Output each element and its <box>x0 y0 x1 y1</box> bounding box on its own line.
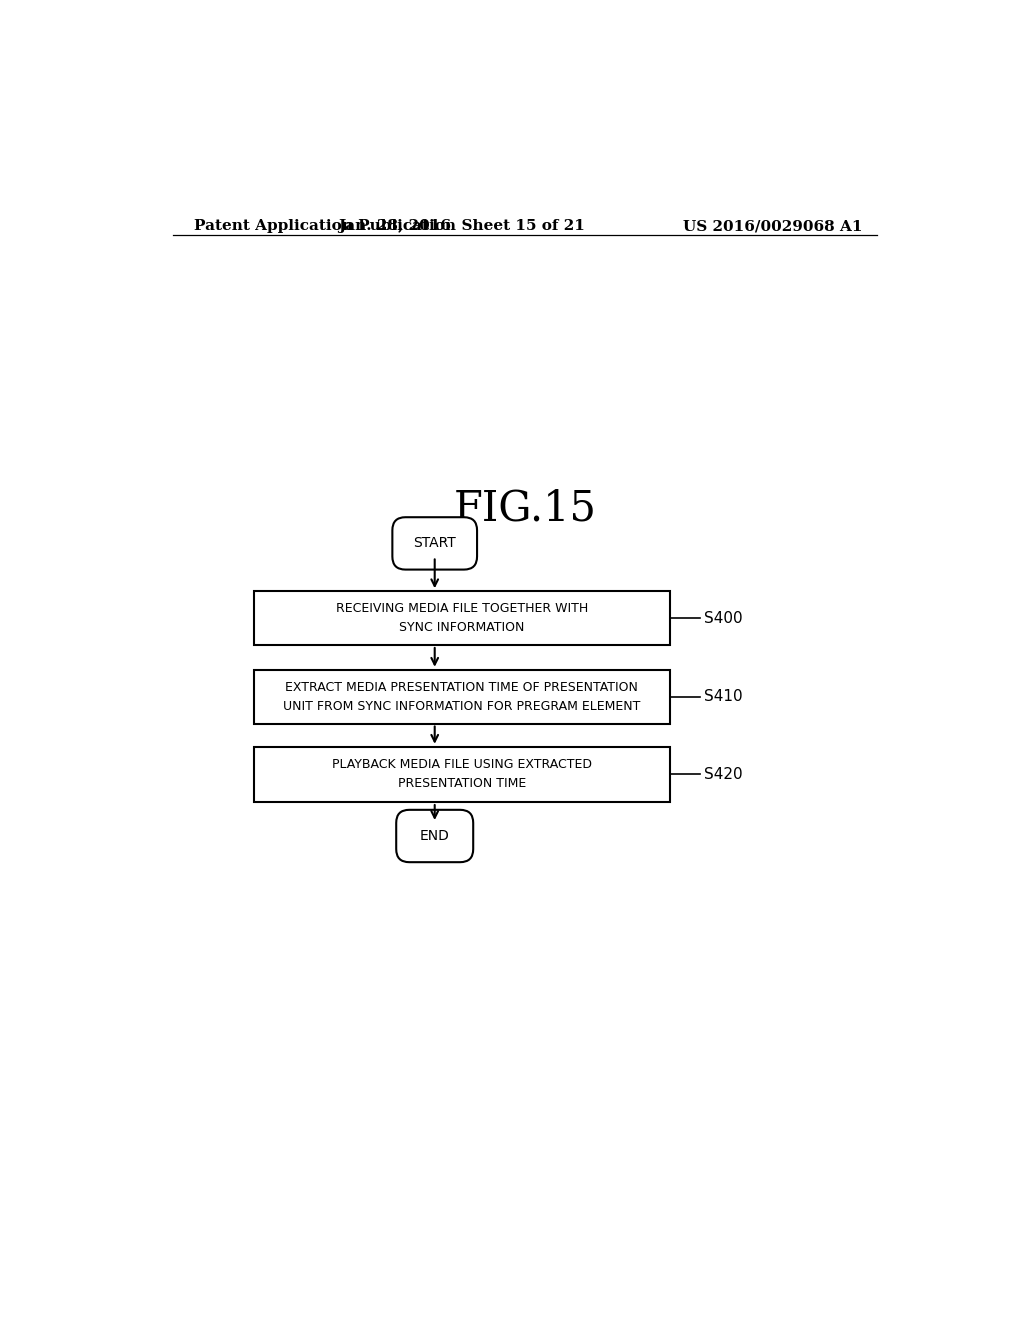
Text: FIG.15: FIG.15 <box>454 488 596 529</box>
Text: US 2016/0029068 A1: US 2016/0029068 A1 <box>683 219 862 234</box>
Text: END: END <box>420 829 450 843</box>
Text: Jan. 28, 2016  Sheet 15 of 21: Jan. 28, 2016 Sheet 15 of 21 <box>338 219 585 234</box>
Bar <box>254 747 670 803</box>
FancyBboxPatch shape <box>392 517 477 570</box>
Text: RECEIVING MEDIA FILE TOGETHER WITH
SYNC INFORMATION: RECEIVING MEDIA FILE TOGETHER WITH SYNC … <box>336 602 588 634</box>
Bar <box>254 591 670 645</box>
Text: S400: S400 <box>705 611 742 626</box>
Text: PLAYBACK MEDIA FILE USING EXTRACTED
PRESENTATION TIME: PLAYBACK MEDIA FILE USING EXTRACTED PRES… <box>332 759 592 791</box>
Text: START: START <box>414 536 456 550</box>
Bar <box>254 669 670 723</box>
Text: EXTRACT MEDIA PRESENTATION TIME OF PRESENTATION
UNIT FROM SYNC INFORMATION FOR P: EXTRACT MEDIA PRESENTATION TIME OF PRESE… <box>283 681 640 713</box>
Text: S420: S420 <box>705 767 742 781</box>
Text: S410: S410 <box>705 689 742 704</box>
FancyBboxPatch shape <box>396 810 473 862</box>
Text: Patent Application Publication: Patent Application Publication <box>194 219 456 234</box>
